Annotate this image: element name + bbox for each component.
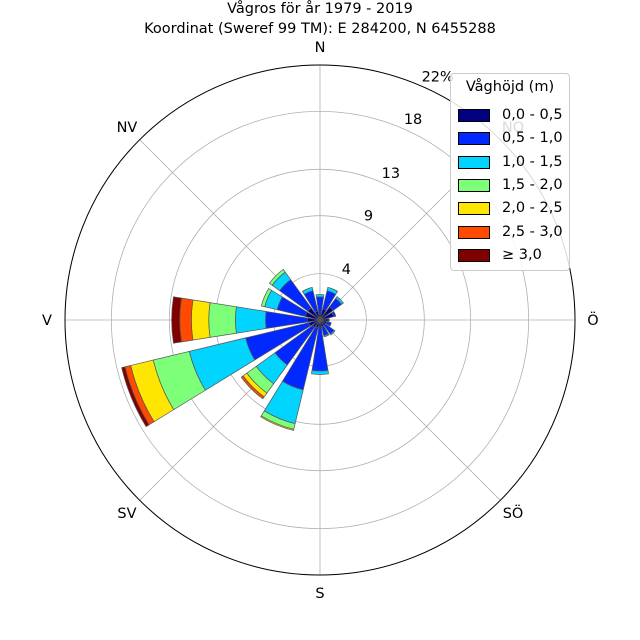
bar-VNV-bin3	[260, 288, 273, 308]
direction-label-N: N	[315, 40, 326, 56]
radial-tick-label: 13	[382, 166, 400, 182]
legend-title: Våghöjd (m)	[465, 79, 555, 95]
bar-SSO-bin2	[323, 333, 330, 338]
bar-NNV-bin2	[301, 286, 314, 295]
bar-V-bin4	[191, 299, 211, 341]
bar-V-bin2	[235, 306, 267, 334]
chart-title: Vågros för år 1979 - 2019	[227, 1, 413, 17]
legend-label: 1,0 - 1,5	[502, 153, 563, 170]
direction-label-SV: SV	[117, 506, 136, 522]
bar-ONO-bin1	[331, 311, 337, 318]
direction-label-V: V	[42, 313, 52, 329]
legend-swatch	[458, 109, 490, 122]
direction-label-S: S	[315, 586, 324, 602]
legend-swatch	[458, 155, 490, 169]
bar-VSV-bin6	[121, 366, 150, 428]
grid-spoke	[319, 319, 501, 501]
bar-SV-bin5	[240, 375, 265, 400]
chart-subtitle: Koordinat (Sweref 99 TM): E 284200, N 64…	[144, 21, 496, 37]
legend-label: 0,5 - 1,0	[502, 130, 563, 147]
direction-label-Ö: Ö	[587, 311, 598, 329]
bar-V-bin6	[171, 296, 182, 344]
bar-V-bin3	[208, 302, 237, 338]
legend-swatch	[458, 225, 490, 239]
radial-tick-label: 18	[404, 112, 422, 128]
legend-label: 2,5 - 3,0	[502, 223, 563, 240]
bar-NNO-bin2	[326, 286, 339, 295]
radial-tick-label: 4	[342, 262, 351, 278]
legend: Våghöjd (m) 0,0 - 0,5 0,5 - 1,0 1,0 - 1,5 1…	[450, 73, 570, 271]
legend-label: 1,5 - 2,0	[502, 176, 563, 193]
legend-swatch	[458, 132, 490, 146]
bar-OSO-bin1	[325, 321, 332, 327]
legend-swatch	[458, 202, 490, 216]
bar-SSV-bin4	[260, 415, 295, 431]
radial-tick-label: 9	[364, 209, 373, 225]
bar-Ö-bin1	[327, 318, 330, 322]
bar-NO-bin2	[335, 296, 344, 305]
outer-circle	[64, 64, 576, 576]
bar-SÖ-bin2	[329, 329, 336, 336]
bar-N-bin2	[315, 294, 325, 298]
legend-swatch	[458, 248, 490, 262]
bar-S-bin2	[311, 369, 329, 375]
legend-label: ≥ 3,0	[502, 246, 542, 263]
direction-label-NV: NV	[117, 120, 138, 136]
legend-label: 0,0 - 0,5	[502, 107, 563, 123]
direction-label-SÖ: SÖ	[503, 504, 524, 522]
bar-NV-bin3	[268, 268, 286, 286]
legend-swatch	[458, 178, 490, 192]
legend-label: 2,0 - 2,5	[502, 200, 563, 217]
bar-V-bin5	[179, 297, 194, 343]
radial-tick-label: 22%	[422, 69, 454, 85]
